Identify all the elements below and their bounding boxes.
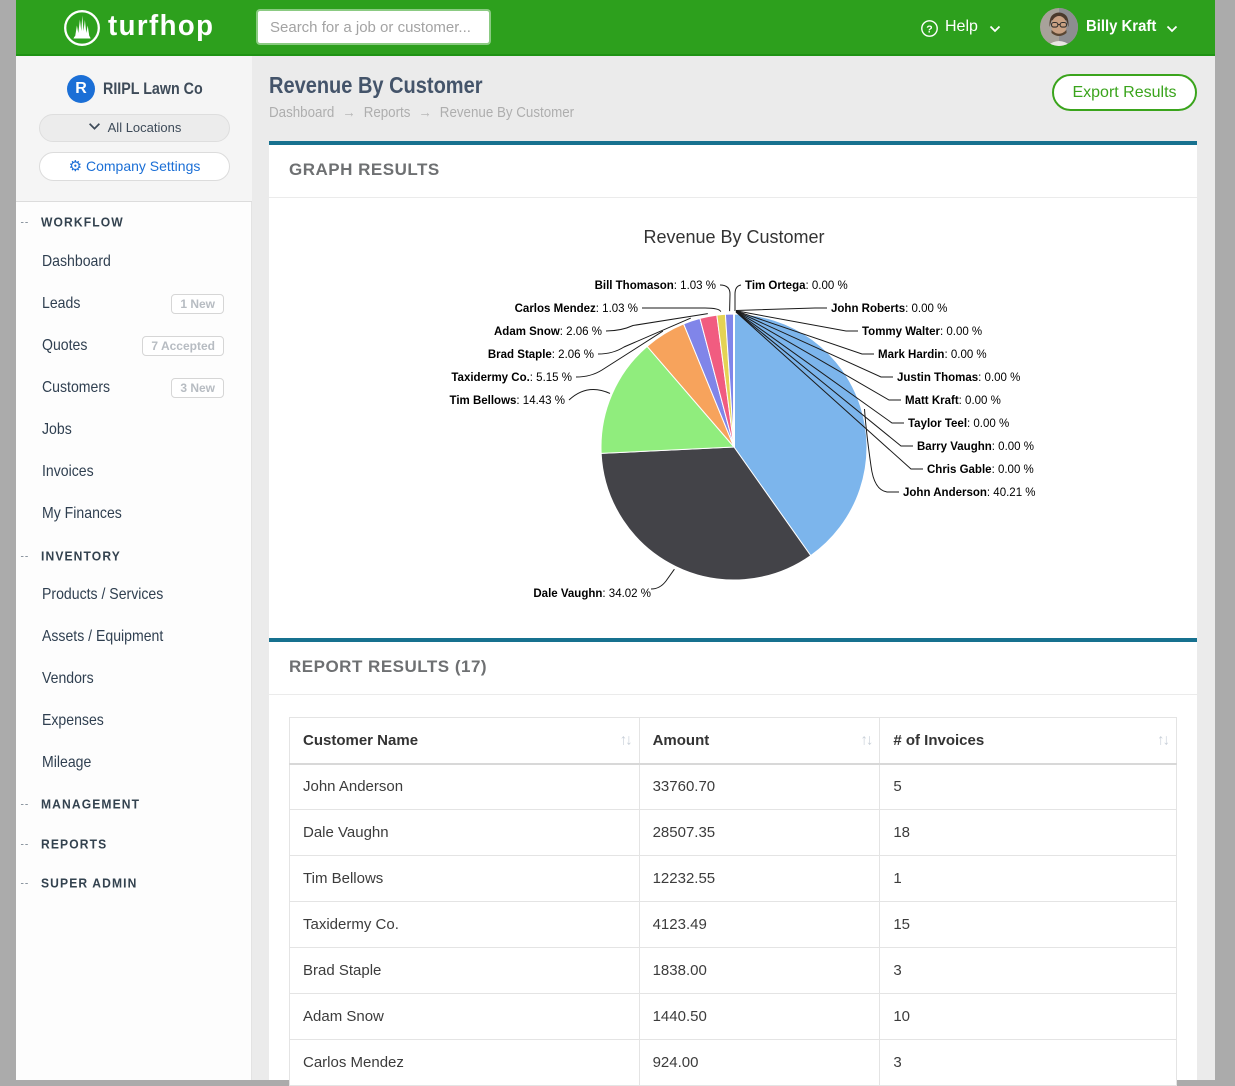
svg-text:Carlos Mendez: 1.03 %: Carlos Mendez: 1.03 % — [515, 303, 638, 315]
svg-text:Taxidermy Co.: 5.15 %: Taxidermy Co.: 5.15 % — [451, 372, 572, 384]
svg-text:Tim Bellows: 14.43 %: Tim Bellows: 14.43 % — [450, 395, 565, 407]
svg-text:Adam Snow: 2.06 %: Adam Snow: 2.06 % — [494, 326, 602, 338]
svg-text:Revenue By Customer: Revenue By Customer — [643, 227, 824, 247]
svg-text:Tim Ortega: 0.00 %: Tim Ortega: 0.00 % — [745, 280, 848, 292]
svg-text:Matt Kraft: 0.00 %: Matt Kraft: 0.00 % — [905, 395, 1001, 407]
svg-text:John Anderson: 40.21 %: John Anderson: 40.21 % — [903, 487, 1036, 499]
svg-text:Mark Hardin: 0.00 %: Mark Hardin: 0.00 % — [878, 349, 987, 361]
svg-text:Chris Gable: 0.00 %: Chris Gable: 0.00 % — [927, 464, 1034, 476]
svg-text:Taylor Teel: 0.00 %: Taylor Teel: 0.00 % — [908, 418, 1009, 430]
svg-text:Brad Staple: 2.06 %: Brad Staple: 2.06 % — [488, 349, 594, 361]
svg-text:Barry Vaughn: 0.00 %: Barry Vaughn: 0.00 % — [917, 441, 1034, 453]
svg-text:?: ? — [926, 23, 932, 35]
svg-text:Justin Thomas: 0.00 %: Justin Thomas: 0.00 % — [897, 372, 1020, 384]
svg-text:Dale Vaughn: 34.02 %: Dale Vaughn: 34.02 % — [533, 588, 651, 600]
svg-text:Tommy Walter: 0.00 %: Tommy Walter: 0.00 % — [862, 326, 982, 338]
svg-text:John Roberts: 0.00 %: John Roberts: 0.00 % — [831, 303, 947, 315]
svg-text:Bill Thomason: 1.03 %: Bill Thomason: 1.03 % — [595, 280, 716, 292]
